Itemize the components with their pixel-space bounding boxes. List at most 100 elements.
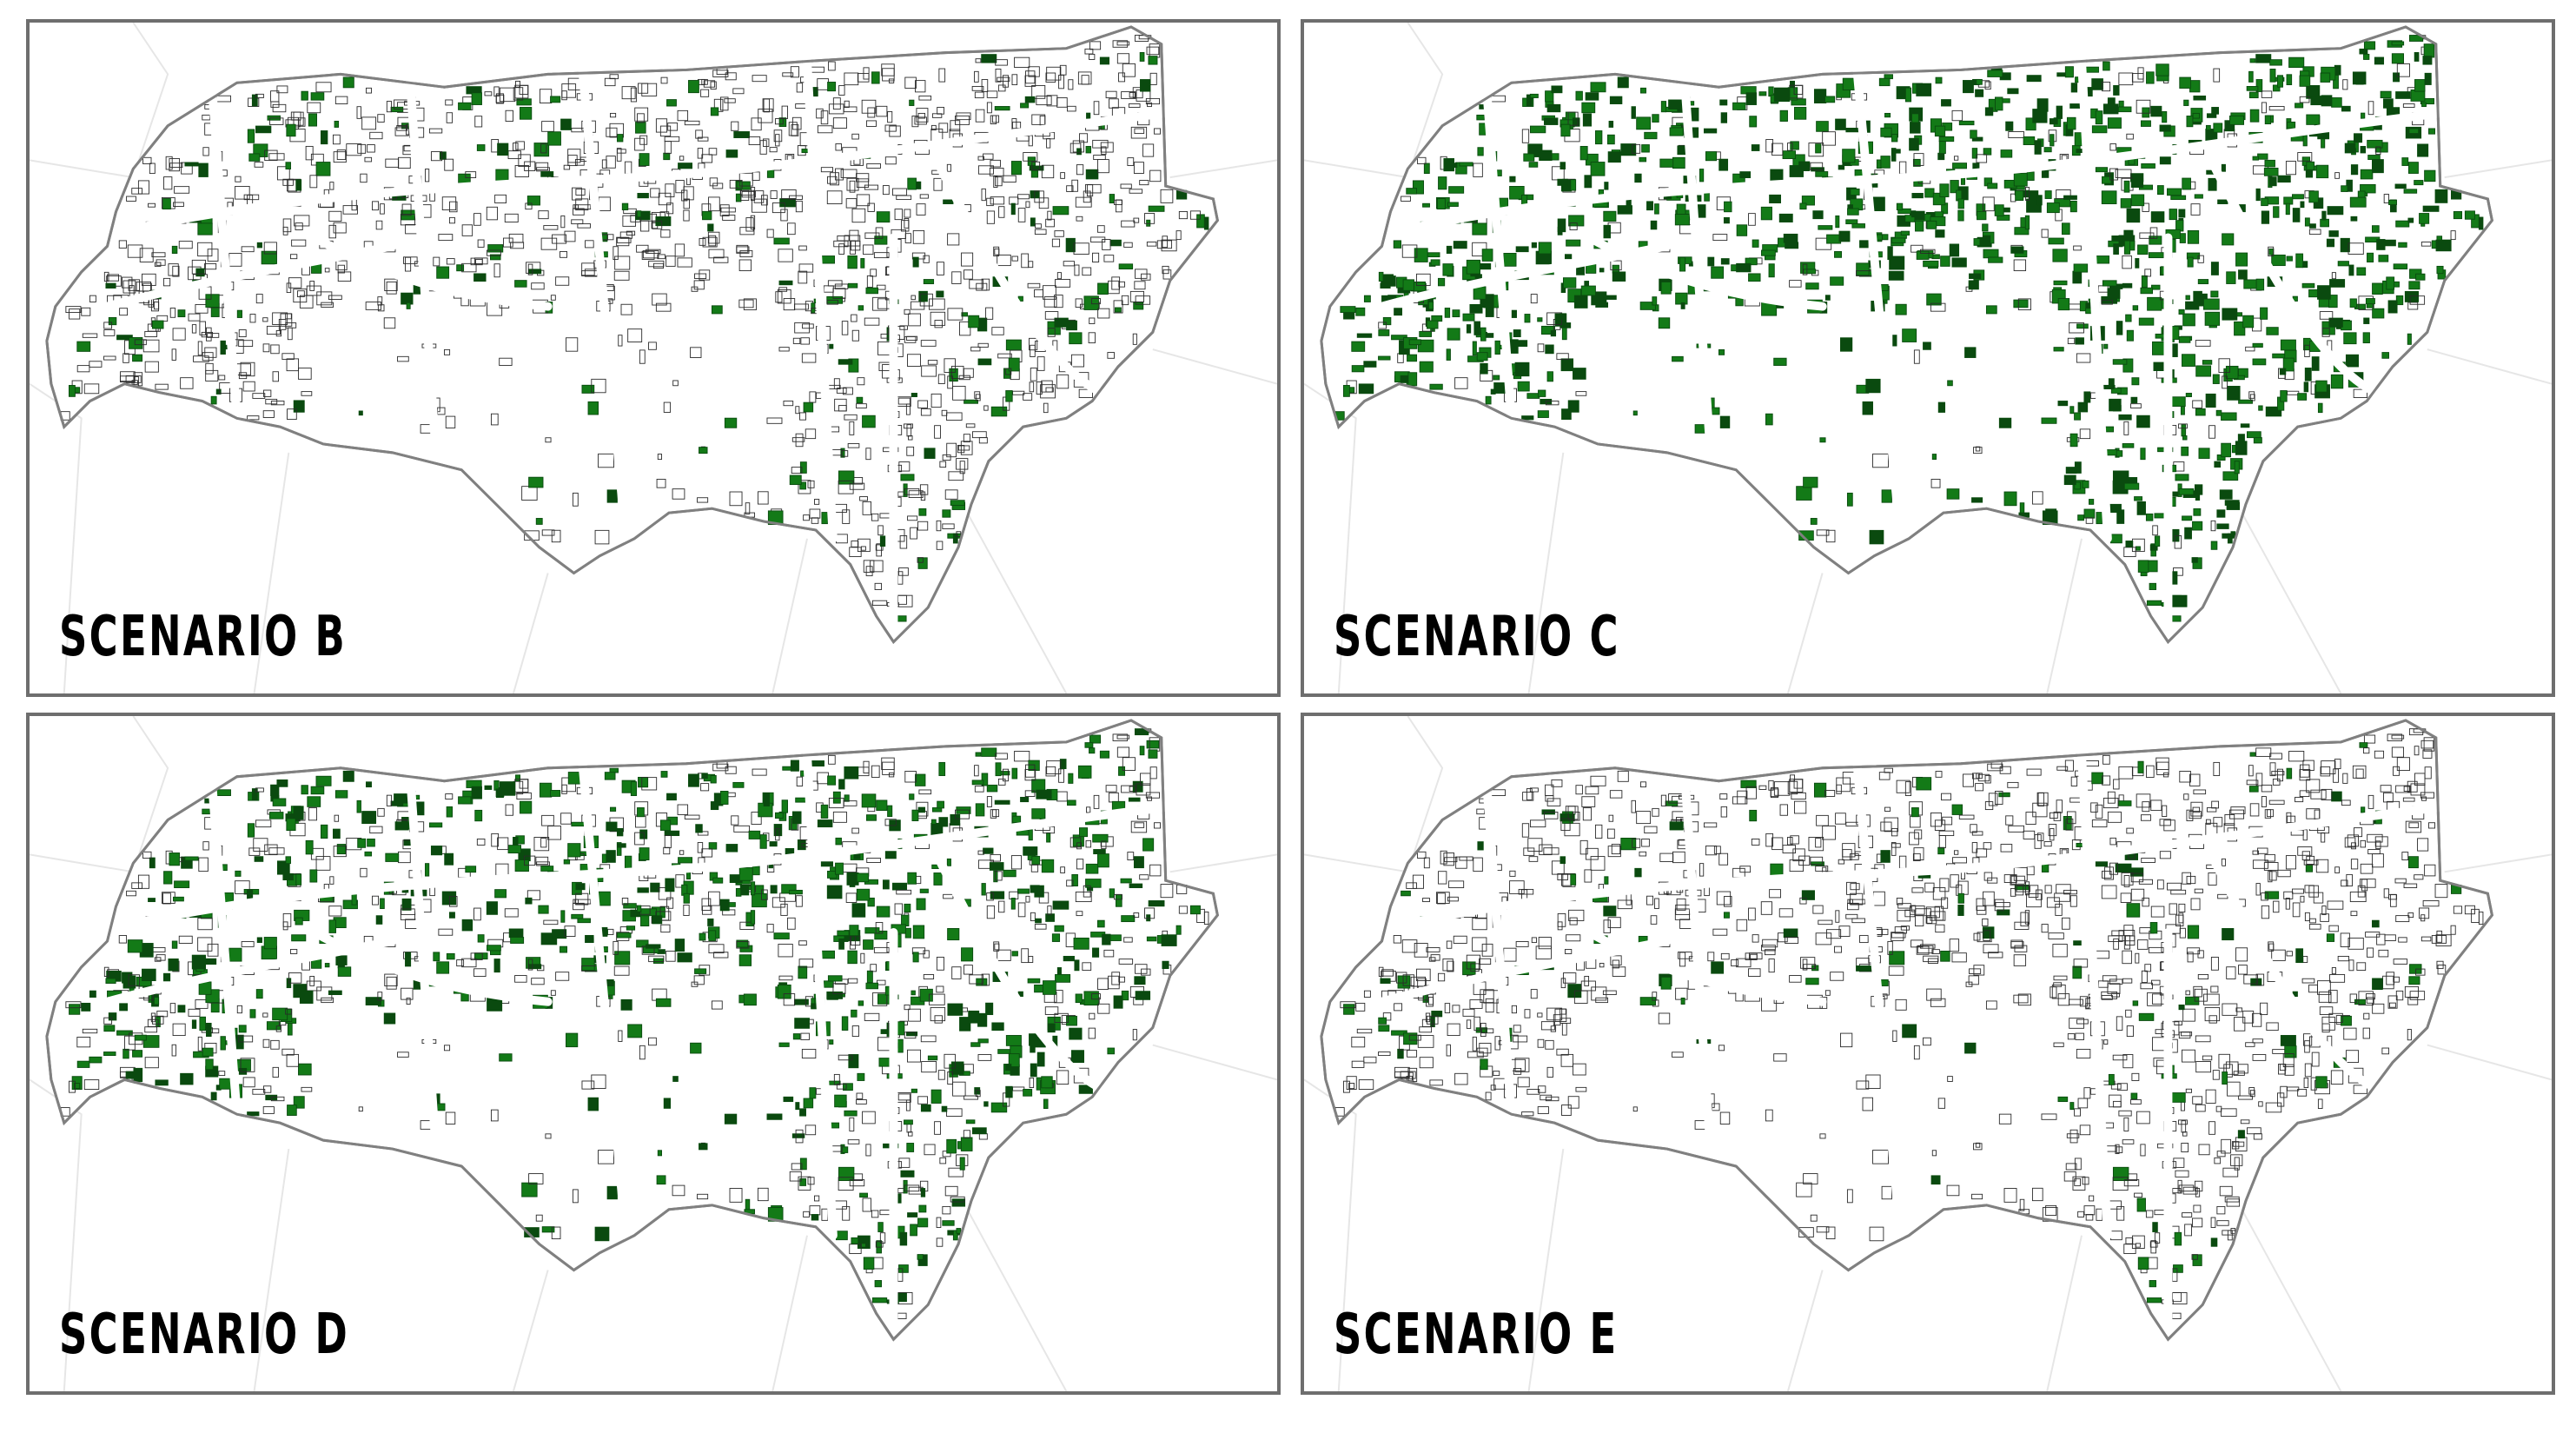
building bbox=[1826, 929, 1842, 939]
building bbox=[1930, 479, 1941, 488]
building bbox=[838, 1177, 854, 1191]
building bbox=[1021, 948, 1030, 964]
green-building bbox=[1835, 215, 1840, 229]
green-building bbox=[1971, 497, 1983, 503]
green-building bbox=[1030, 1040, 1036, 1053]
building bbox=[835, 168, 844, 181]
building bbox=[666, 897, 674, 909]
green-building bbox=[2266, 327, 2279, 335]
green-building bbox=[2053, 280, 2068, 286]
green-building bbox=[1891, 149, 1901, 154]
green-building bbox=[946, 858, 951, 866]
building bbox=[736, 941, 750, 949]
building bbox=[2173, 1158, 2185, 1168]
green-building bbox=[1937, 846, 1945, 855]
building bbox=[679, 156, 685, 161]
green-building bbox=[610, 806, 617, 812]
building bbox=[2195, 1035, 2211, 1043]
green-building bbox=[1930, 1175, 1941, 1185]
building bbox=[499, 357, 513, 366]
building bbox=[1470, 963, 1480, 972]
building bbox=[2218, 358, 2230, 373]
building bbox=[1790, 835, 1799, 845]
building bbox=[255, 787, 264, 793]
green-building bbox=[2424, 72, 2432, 85]
green-building bbox=[1660, 281, 1672, 295]
building bbox=[1812, 905, 1824, 914]
green-building bbox=[2348, 264, 2354, 276]
green-building bbox=[2146, 1297, 2162, 1304]
green-building bbox=[1931, 454, 1937, 461]
green-building bbox=[1751, 144, 1760, 151]
building bbox=[731, 121, 739, 131]
green-building bbox=[2306, 114, 2321, 125]
building bbox=[2391, 734, 2405, 740]
green-building bbox=[1069, 1027, 1083, 1040]
green-building bbox=[791, 811, 802, 825]
building bbox=[877, 284, 886, 290]
green-building bbox=[724, 1113, 738, 1125]
green-building bbox=[1845, 127, 1861, 133]
green-building bbox=[446, 952, 455, 960]
building bbox=[896, 889, 912, 895]
green-building bbox=[1538, 242, 1552, 255]
building bbox=[832, 288, 846, 299]
green-building bbox=[1343, 1004, 1355, 1015]
building bbox=[876, 105, 888, 117]
building bbox=[894, 209, 903, 221]
green-building bbox=[2216, 523, 2229, 529]
green-building bbox=[2328, 295, 2338, 308]
building bbox=[1076, 911, 1083, 917]
building bbox=[493, 263, 500, 278]
building bbox=[847, 978, 858, 984]
building bbox=[941, 409, 948, 416]
building bbox=[448, 216, 455, 224]
building bbox=[1462, 1008, 1475, 1017]
green-building bbox=[364, 851, 373, 857]
green-building bbox=[1985, 305, 1997, 315]
green-building bbox=[2148, 252, 2164, 259]
building bbox=[1123, 242, 1133, 248]
building bbox=[193, 355, 209, 362]
building bbox=[859, 496, 868, 501]
green-building bbox=[1652, 296, 1658, 306]
building bbox=[406, 997, 411, 1005]
green-building bbox=[1438, 176, 1447, 190]
green-building bbox=[911, 1088, 917, 1093]
building bbox=[2436, 960, 2444, 970]
building bbox=[484, 91, 493, 96]
building bbox=[1047, 210, 1052, 221]
green-building bbox=[1005, 339, 1022, 351]
building bbox=[2367, 947, 2374, 958]
building bbox=[942, 523, 955, 529]
building bbox=[445, 1111, 456, 1125]
green-building bbox=[2295, 253, 2304, 269]
district-line bbox=[1304, 716, 1444, 873]
green-building bbox=[2227, 386, 2241, 401]
building bbox=[1712, 928, 1728, 936]
green-building bbox=[916, 898, 926, 911]
building bbox=[862, 501, 871, 515]
green-building bbox=[2037, 98, 2045, 113]
building bbox=[171, 348, 176, 361]
building bbox=[2079, 428, 2091, 440]
district-line bbox=[1304, 1078, 1357, 1391]
building bbox=[1047, 906, 1052, 915]
building bbox=[921, 365, 937, 377]
building bbox=[2423, 737, 2435, 752]
building bbox=[1401, 244, 1418, 258]
building bbox=[1983, 944, 1999, 953]
green-building bbox=[197, 222, 213, 236]
green-building bbox=[1393, 240, 1402, 249]
green-building bbox=[851, 1009, 858, 1018]
building bbox=[2046, 897, 2060, 908]
building bbox=[2374, 750, 2385, 759]
green-building bbox=[2125, 541, 2134, 547]
green-building bbox=[627, 1024, 643, 1038]
building bbox=[2197, 974, 2209, 979]
building bbox=[172, 328, 186, 341]
green-building bbox=[437, 1103, 446, 1111]
building bbox=[934, 1015, 943, 1024]
building bbox=[2208, 1015, 2217, 1024]
green-building bbox=[247, 1111, 260, 1117]
